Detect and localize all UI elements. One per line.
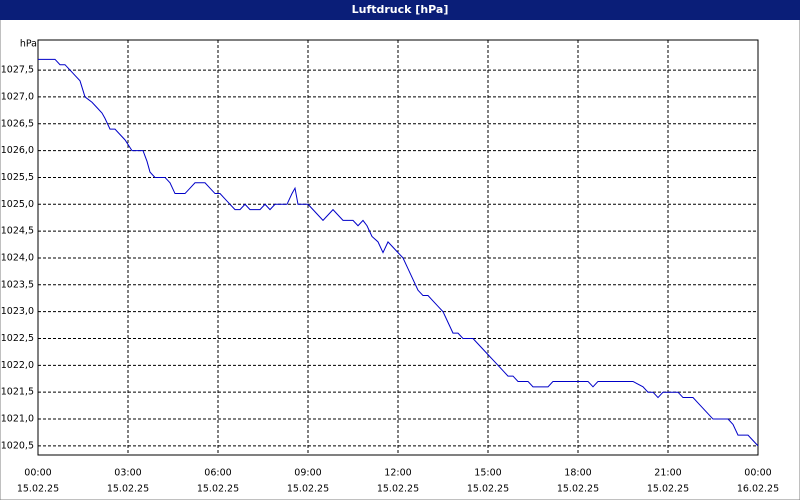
data-line xyxy=(38,58,759,447)
x-tick-label: 00:00 xyxy=(744,468,771,479)
x-tick-label: 06:00 xyxy=(204,468,231,479)
y-tick-label: 1022,5 xyxy=(1,333,34,344)
x-tick-date: 15.02.25 xyxy=(287,484,329,495)
y-tick-label: 1026,0 xyxy=(1,145,34,156)
y-tick-label: 1022,0 xyxy=(1,360,34,371)
y-tick-label: 1024,0 xyxy=(1,252,34,263)
x-tick-label: 15:00 xyxy=(474,468,501,479)
x-tick-date: 15.02.25 xyxy=(647,484,689,495)
x-tick-label: 18:00 xyxy=(564,468,591,479)
x-tick-label: 09:00 xyxy=(294,468,321,479)
y-tick-label: 1025,5 xyxy=(1,172,34,183)
y-tick-label: 1023,0 xyxy=(1,306,34,317)
y-tick-label: 1021,0 xyxy=(1,414,34,425)
chart-title: Luftdruck [hPa] xyxy=(352,3,449,16)
y-tick-label: 1020,5 xyxy=(1,440,34,451)
y-axis-label: hPa xyxy=(20,39,37,50)
x-tick-date: 16.02.25 xyxy=(737,484,779,495)
y-tick-label: 1026,5 xyxy=(1,118,34,129)
x-tick-label: 03:00 xyxy=(114,468,141,479)
x-tick-date: 15.02.25 xyxy=(197,484,239,495)
x-tick-label: 00:00 xyxy=(24,468,51,479)
x-tick-date: 15.02.25 xyxy=(17,484,59,495)
x-tick-label: 12:00 xyxy=(384,468,411,479)
x-tick-label: 21:00 xyxy=(654,468,681,479)
x-tick-date: 15.02.25 xyxy=(377,484,419,495)
y-tick-label: 1024,5 xyxy=(1,226,34,237)
x-tick-date: 15.02.25 xyxy=(557,484,599,495)
title-bar xyxy=(0,0,800,20)
x-tick-date: 15.02.25 xyxy=(467,484,509,495)
x-tick-date: 15.02.25 xyxy=(107,484,149,495)
y-tick-label: 1021,5 xyxy=(1,387,34,398)
y-tick-label: 1023,5 xyxy=(1,279,34,290)
plot-border xyxy=(37,39,759,456)
y-tick-label: 1027,5 xyxy=(1,65,34,76)
y-tick-label: 1027,0 xyxy=(1,91,34,102)
y-tick-label: 1025,0 xyxy=(1,199,34,210)
